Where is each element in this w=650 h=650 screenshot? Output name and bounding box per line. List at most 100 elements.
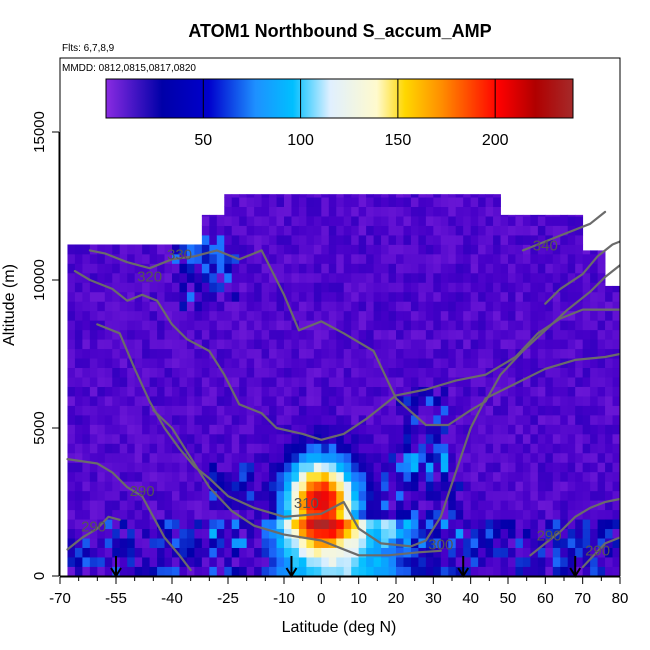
heatmap-cell xyxy=(560,433,569,444)
heatmap-cell xyxy=(537,547,546,558)
heatmap-cell xyxy=(246,194,255,198)
heatmap-cell xyxy=(82,509,91,520)
heatmap-cell xyxy=(328,291,337,302)
heatmap-cell xyxy=(239,272,248,283)
heatmap-cell xyxy=(575,471,584,482)
heatmap-cell xyxy=(366,557,374,567)
heatmap-cell xyxy=(142,301,150,312)
heatmap-cell xyxy=(425,206,434,217)
heatmap-cell xyxy=(612,386,620,397)
heatmap-cell xyxy=(381,244,389,255)
heatmap-cell xyxy=(119,433,128,444)
heatmap-cell xyxy=(89,396,98,406)
heatmap-cell xyxy=(530,282,539,293)
heatmap-cell xyxy=(373,547,382,558)
heatmap-cell xyxy=(97,358,106,369)
heatmap-cell xyxy=(351,396,360,406)
heatmap-cell xyxy=(485,282,494,293)
heatmap-cell xyxy=(493,528,501,539)
heatmap-cell xyxy=(515,320,524,331)
heatmap-cell xyxy=(291,244,300,255)
heatmap-cell xyxy=(284,272,292,283)
heatmap-cell xyxy=(530,367,539,378)
heatmap-cell xyxy=(246,310,255,321)
heatmap-cell xyxy=(284,216,292,226)
heatmap-cell xyxy=(403,244,412,255)
heatmap-cell xyxy=(567,358,576,369)
heatmap-cell xyxy=(97,386,106,397)
colorbar-tick-label: 50 xyxy=(194,132,212,149)
heatmap-cell xyxy=(508,244,516,255)
heatmap-cell xyxy=(448,310,457,321)
heatmap-cell xyxy=(321,547,330,558)
heatmap-cell xyxy=(134,396,143,406)
heatmap-cell xyxy=(74,519,83,530)
heatmap-cell xyxy=(74,329,83,340)
heatmap-cell xyxy=(157,244,165,255)
heatmap-cell xyxy=(328,282,337,293)
heatmap-cell xyxy=(291,547,300,558)
heatmap-cell xyxy=(246,244,255,255)
heatmap-cell xyxy=(321,396,330,406)
heatmap-cell xyxy=(515,557,524,567)
heatmap-cell xyxy=(164,452,173,463)
heatmap-cell xyxy=(403,235,412,245)
heatmap-cell xyxy=(298,197,307,207)
heatmap-cell xyxy=(545,329,554,340)
heatmap-cell xyxy=(493,443,501,454)
heatmap-cell xyxy=(381,235,389,245)
heatmap-cell xyxy=(112,301,121,312)
heatmap-cell xyxy=(552,481,561,492)
contour-label: 290 xyxy=(537,528,562,545)
contour-label: 290 xyxy=(81,519,106,536)
heatmap-cell xyxy=(560,509,569,520)
heatmap-cell xyxy=(351,301,360,312)
heatmap-cell xyxy=(239,414,248,425)
heatmap-cell xyxy=(358,396,367,406)
heatmap-cell xyxy=(552,320,561,331)
heatmap-cell xyxy=(254,272,262,283)
heatmap-cell xyxy=(530,471,539,482)
heatmap-cell xyxy=(164,386,173,397)
heatmap-cell xyxy=(530,329,539,340)
heatmap-cell xyxy=(500,462,509,473)
heatmap-cell xyxy=(418,557,427,567)
heatmap-cell xyxy=(433,367,442,378)
heatmap-cell xyxy=(605,291,613,302)
heatmap-cell xyxy=(567,509,576,520)
heatmap-cell xyxy=(485,528,494,539)
heatmap-cell xyxy=(149,272,158,283)
heatmap-cell xyxy=(396,244,404,255)
heatmap-cell xyxy=(209,301,218,312)
heatmap-cell xyxy=(179,339,188,350)
heatmap-cell xyxy=(500,320,509,331)
heatmap-cell xyxy=(328,566,337,576)
heatmap-cell xyxy=(448,272,457,283)
heatmap-cell xyxy=(530,424,539,435)
heatmap-cell xyxy=(179,253,188,264)
heatmap-cell xyxy=(537,216,546,226)
heatmap-cell xyxy=(522,225,531,236)
heatmap-cell xyxy=(284,519,292,530)
heatmap-cell xyxy=(410,443,419,454)
heatmap-cell xyxy=(254,481,262,492)
heatmap-cell xyxy=(127,377,136,387)
heatmap-cell xyxy=(82,538,91,548)
heatmap-cell xyxy=(418,339,427,350)
heatmap-cell xyxy=(224,244,233,255)
heatmap-cell xyxy=(470,320,479,331)
heatmap-cell xyxy=(321,367,330,378)
heatmap-cell xyxy=(440,263,449,274)
heatmap-cell xyxy=(522,272,531,283)
heatmap-cell xyxy=(291,433,300,444)
heatmap-cell xyxy=(321,194,330,198)
heatmap-cell xyxy=(209,500,218,511)
heatmap-cell xyxy=(104,329,113,340)
heatmap-cell xyxy=(209,320,218,331)
heatmap-cell xyxy=(515,329,524,340)
heatmap-cell xyxy=(381,396,389,406)
heatmap-cell xyxy=(164,557,173,567)
heatmap-cell xyxy=(425,433,434,444)
heatmap-cell xyxy=(597,320,606,331)
heatmap-cell xyxy=(224,235,233,245)
